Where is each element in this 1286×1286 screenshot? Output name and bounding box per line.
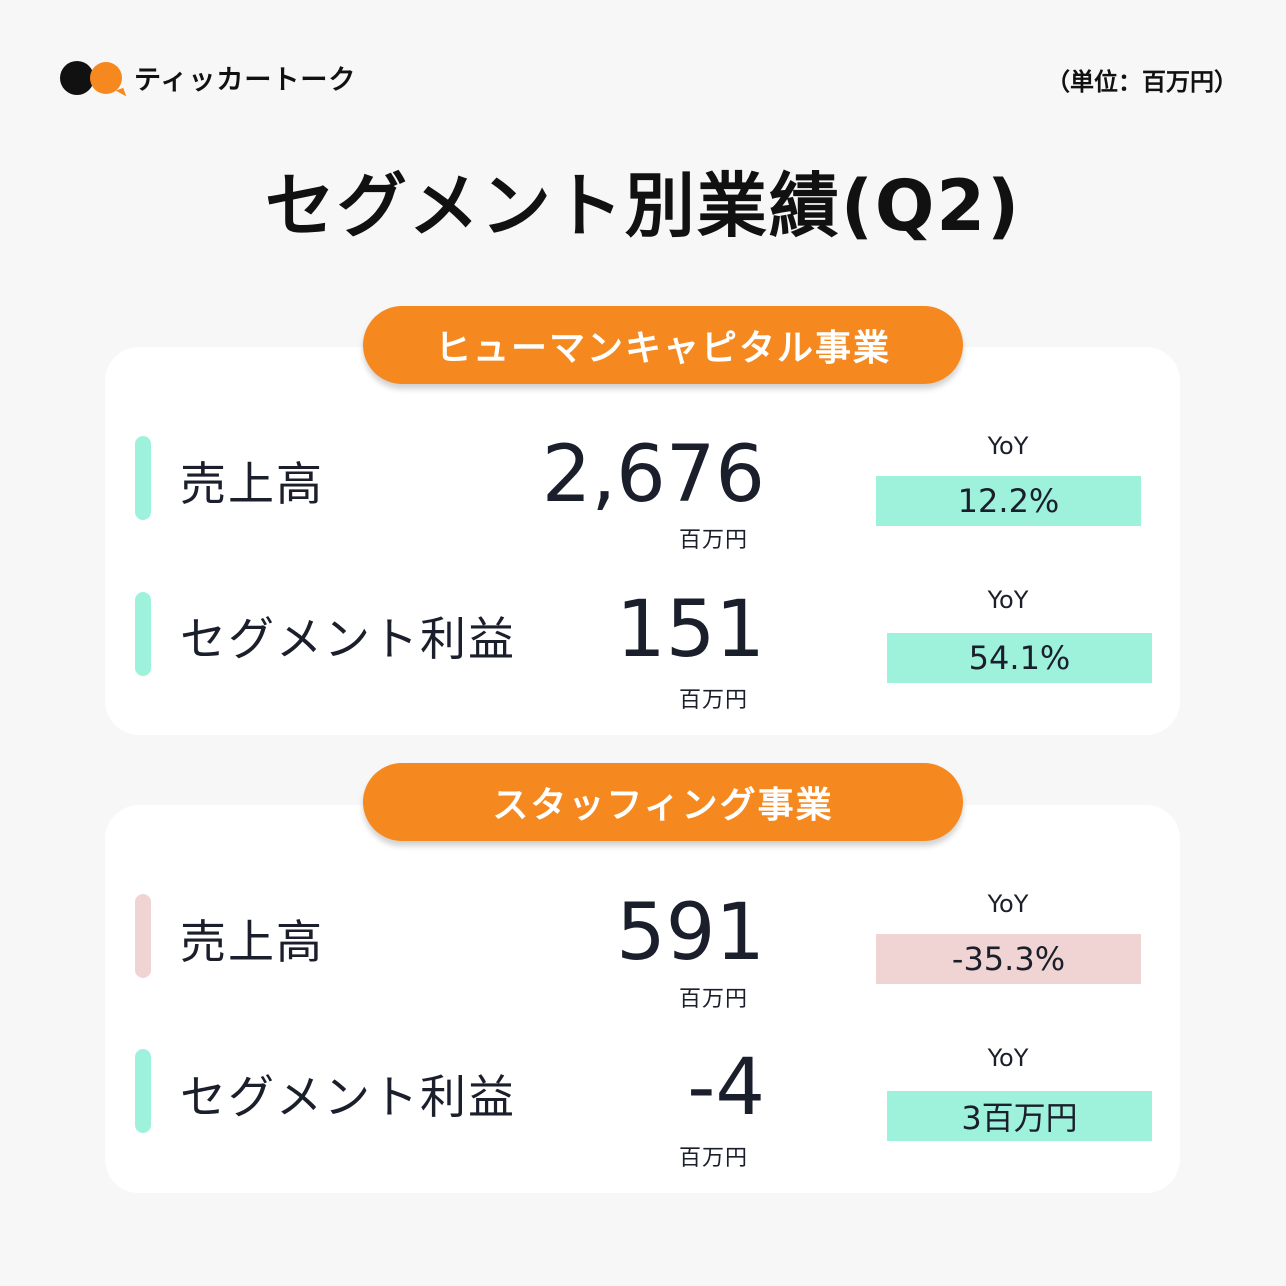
revenue-value: 591 (616, 888, 765, 978)
revenue-value: 2,676 (541, 430, 765, 520)
yoy-badge-revenue: 12.2% (876, 476, 1141, 526)
row-accent-bar (135, 894, 151, 978)
segment-profit-unit: 百万円 (679, 1146, 749, 1171)
segment-profit-unit: 百万円 (679, 688, 749, 713)
segment-profit-value: 151 (616, 585, 765, 675)
revenue-unit: 百万円 (679, 987, 749, 1012)
yoy-badge-segment-profit: 54.1% (887, 633, 1152, 683)
yoy-label: YoY (987, 586, 1029, 614)
yoy-badge-revenue: -35.3% (876, 934, 1141, 984)
segment-title-human-capital: ヒューマンキャピタル事業 (363, 306, 963, 384)
row-accent-bar (135, 1049, 151, 1133)
row-accent-bar (135, 592, 151, 676)
page-title: セグメント別業績(Q2) (264, 165, 1022, 247)
yoy-label: YoY (987, 1044, 1029, 1072)
row-label-segment-profit: セグメント利益 (180, 612, 516, 666)
brand-name: ティッカートーク (134, 65, 357, 96)
yoy-label: YoY (987, 890, 1029, 918)
logo-black-circle-icon (60, 60, 94, 95)
row-label-revenue: 売上高 (180, 915, 324, 969)
logo-speech-bubble-icon (90, 61, 122, 94)
yoy-badge-segment-profit: 3百万円 (887, 1091, 1152, 1141)
segment-title-staffing: スタッフィング事業 (363, 763, 963, 841)
row-label-segment-profit: セグメント利益 (180, 1070, 516, 1124)
yoy-label: YoY (987, 432, 1029, 460)
segment-profit-value: -4 (687, 1043, 765, 1133)
brand-logo: ティッカートーク (60, 58, 356, 97)
row-label-revenue: 売上高 (180, 457, 324, 511)
revenue-unit: 百万円 (679, 528, 749, 553)
row-accent-bar (135, 436, 151, 520)
unit-note: （単位：百万円） (1046, 68, 1238, 96)
